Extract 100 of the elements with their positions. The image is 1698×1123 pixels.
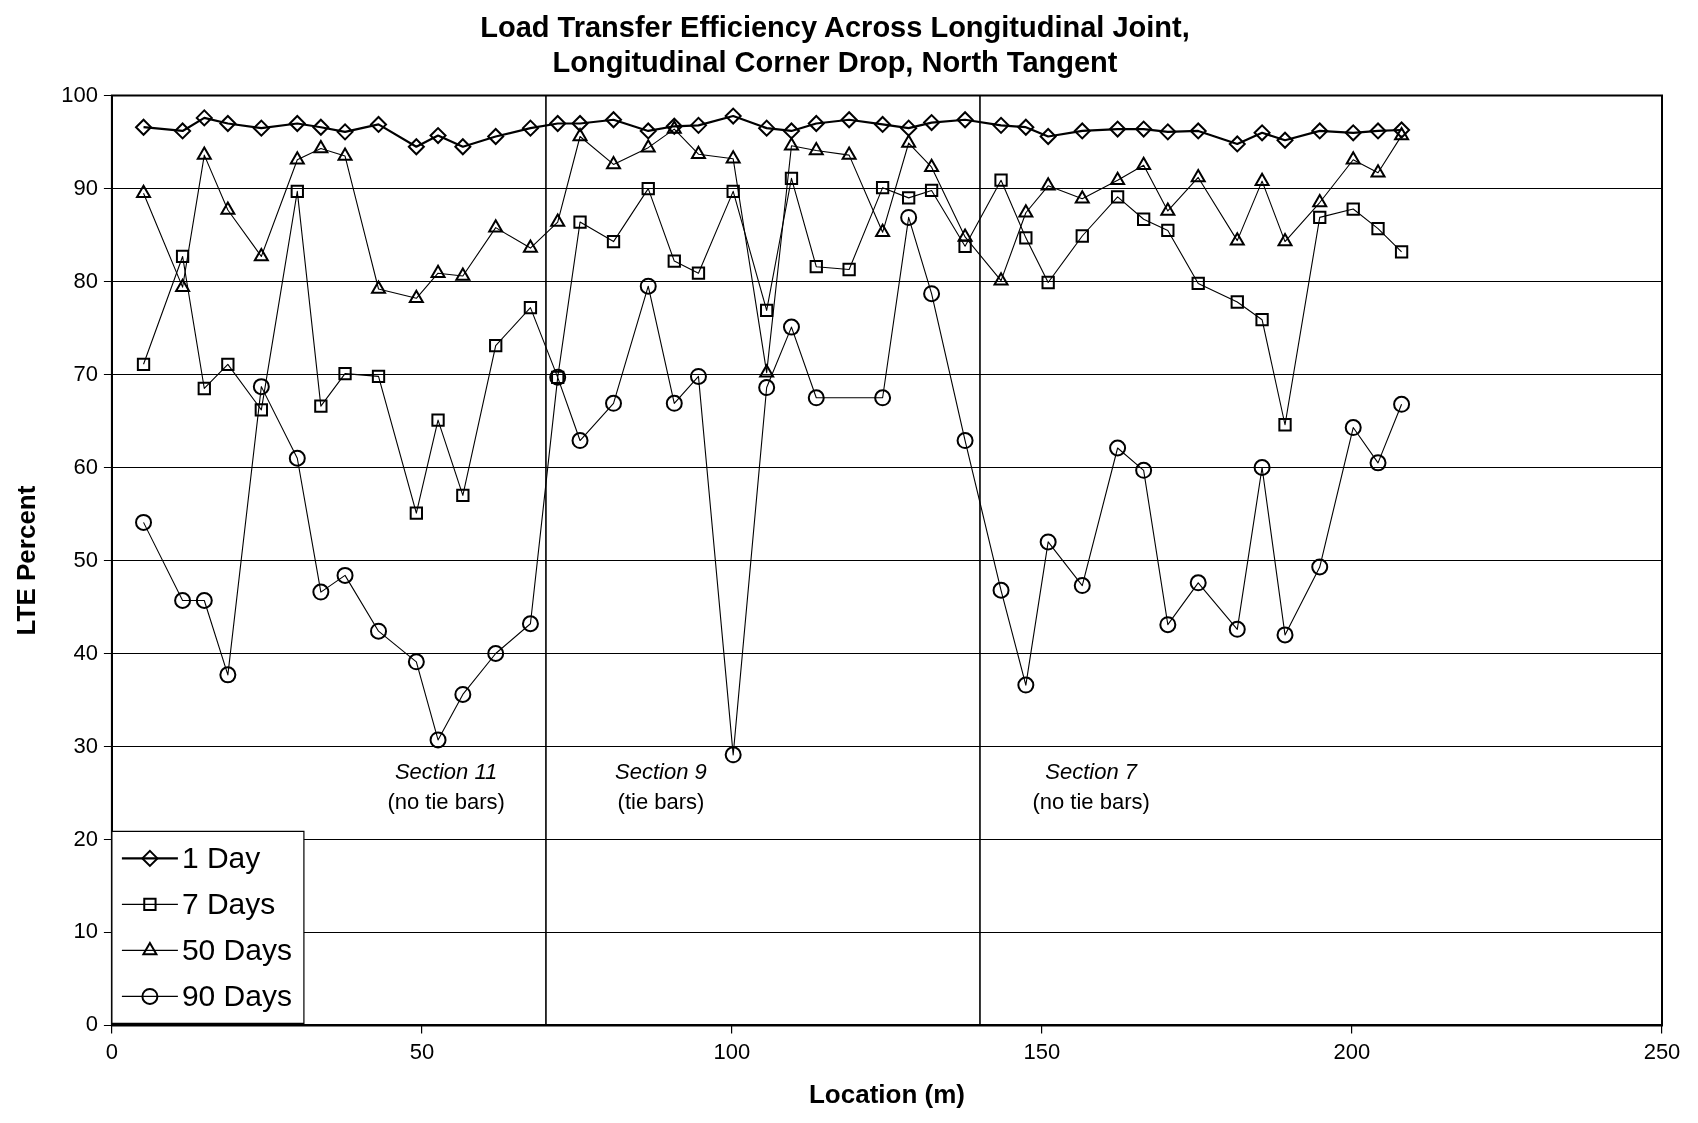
y-tick-label: 90 bbox=[73, 174, 98, 200]
x-axis-title: Location (m) bbox=[808, 1078, 965, 1109]
point bbox=[136, 357, 151, 371]
point bbox=[196, 146, 212, 160]
point bbox=[135, 118, 153, 136]
point bbox=[1394, 245, 1409, 259]
point bbox=[1039, 533, 1057, 551]
x-tick-label: 150 bbox=[1023, 1038, 1061, 1064]
point bbox=[253, 247, 269, 262]
point bbox=[1312, 194, 1328, 208]
annotation: Section 11 (no tie bars) bbox=[387, 759, 505, 815]
point bbox=[175, 249, 190, 264]
point bbox=[606, 234, 621, 249]
point bbox=[1110, 171, 1126, 185]
point bbox=[487, 644, 505, 662]
point bbox=[431, 413, 445, 427]
point bbox=[807, 114, 825, 132]
point bbox=[573, 215, 587, 229]
y-tick-label: 30 bbox=[73, 732, 98, 758]
point bbox=[665, 394, 683, 412]
point bbox=[1136, 156, 1152, 171]
point bbox=[289, 151, 305, 165]
point bbox=[724, 107, 742, 125]
point bbox=[667, 254, 681, 268]
point bbox=[522, 239, 538, 253]
point bbox=[994, 173, 1008, 187]
point bbox=[455, 267, 471, 281]
point bbox=[1040, 177, 1056, 191]
point bbox=[370, 622, 388, 640]
point bbox=[689, 367, 707, 385]
point bbox=[195, 109, 213, 127]
point bbox=[337, 147, 353, 161]
annotation: Section 7 (no tie bars) bbox=[1032, 759, 1150, 815]
x-tick-label: 200 bbox=[1333, 1038, 1371, 1064]
legend-label: 1 Day bbox=[181, 840, 261, 874]
point bbox=[135, 513, 153, 531]
point bbox=[1313, 210, 1327, 225]
point bbox=[808, 141, 824, 156]
point bbox=[1394, 127, 1410, 141]
point bbox=[1074, 190, 1090, 204]
point bbox=[1370, 164, 1386, 178]
point bbox=[923, 285, 941, 303]
chart-title: Load Transfer Efficiency Across Longitudinal Joint, Longitudinal Corner Drop, North Tangent bbox=[480, 11, 1190, 79]
point bbox=[1161, 223, 1175, 238]
point bbox=[992, 581, 1010, 599]
legend-label: 7 Days bbox=[181, 886, 276, 920]
point bbox=[521, 615, 539, 633]
point bbox=[605, 111, 623, 129]
point bbox=[290, 184, 304, 199]
point bbox=[874, 389, 892, 407]
point bbox=[312, 118, 330, 136]
point bbox=[313, 140, 329, 154]
point bbox=[1019, 231, 1033, 245]
y-tick-label: 70 bbox=[73, 360, 98, 386]
point bbox=[1345, 151, 1361, 165]
point bbox=[641, 181, 655, 196]
point bbox=[407, 138, 425, 156]
point bbox=[550, 213, 566, 227]
point bbox=[1189, 574, 1207, 592]
x-tick-label: 250 bbox=[1643, 1038, 1681, 1064]
y-tick-label: 40 bbox=[73, 639, 98, 665]
point bbox=[992, 116, 1010, 134]
y-tick-label: 50 bbox=[73, 546, 98, 572]
point bbox=[549, 114, 567, 132]
point bbox=[1159, 616, 1177, 634]
point bbox=[807, 389, 825, 407]
point bbox=[924, 183, 939, 198]
point bbox=[1135, 120, 1153, 138]
point bbox=[487, 128, 505, 146]
point bbox=[1253, 459, 1271, 477]
point bbox=[1075, 229, 1089, 243]
point bbox=[571, 432, 589, 450]
y-axis-title: LTE Percent bbox=[10, 485, 41, 636]
point bbox=[726, 184, 740, 199]
y-tick-label: 80 bbox=[73, 267, 98, 293]
point bbox=[639, 277, 657, 295]
point bbox=[690, 145, 706, 159]
point bbox=[691, 266, 706, 280]
point bbox=[409, 506, 423, 520]
point bbox=[783, 137, 799, 151]
point bbox=[1228, 135, 1246, 153]
point bbox=[1344, 124, 1362, 142]
point bbox=[174, 591, 192, 609]
point bbox=[1039, 128, 1057, 146]
point bbox=[1017, 118, 1035, 136]
y-tick-label: 10 bbox=[73, 918, 98, 944]
point bbox=[956, 111, 974, 129]
point bbox=[1393, 121, 1411, 139]
point bbox=[724, 746, 742, 764]
point bbox=[639, 122, 657, 140]
point bbox=[221, 357, 235, 371]
point bbox=[875, 180, 890, 195]
point bbox=[336, 566, 354, 584]
point bbox=[197, 381, 211, 396]
legend-label: 50 Days bbox=[181, 932, 292, 966]
point bbox=[371, 280, 387, 294]
point bbox=[1230, 295, 1244, 309]
y-tick-label: 60 bbox=[73, 453, 98, 479]
point bbox=[408, 289, 424, 304]
x-tick-label: 0 bbox=[105, 1038, 119, 1064]
